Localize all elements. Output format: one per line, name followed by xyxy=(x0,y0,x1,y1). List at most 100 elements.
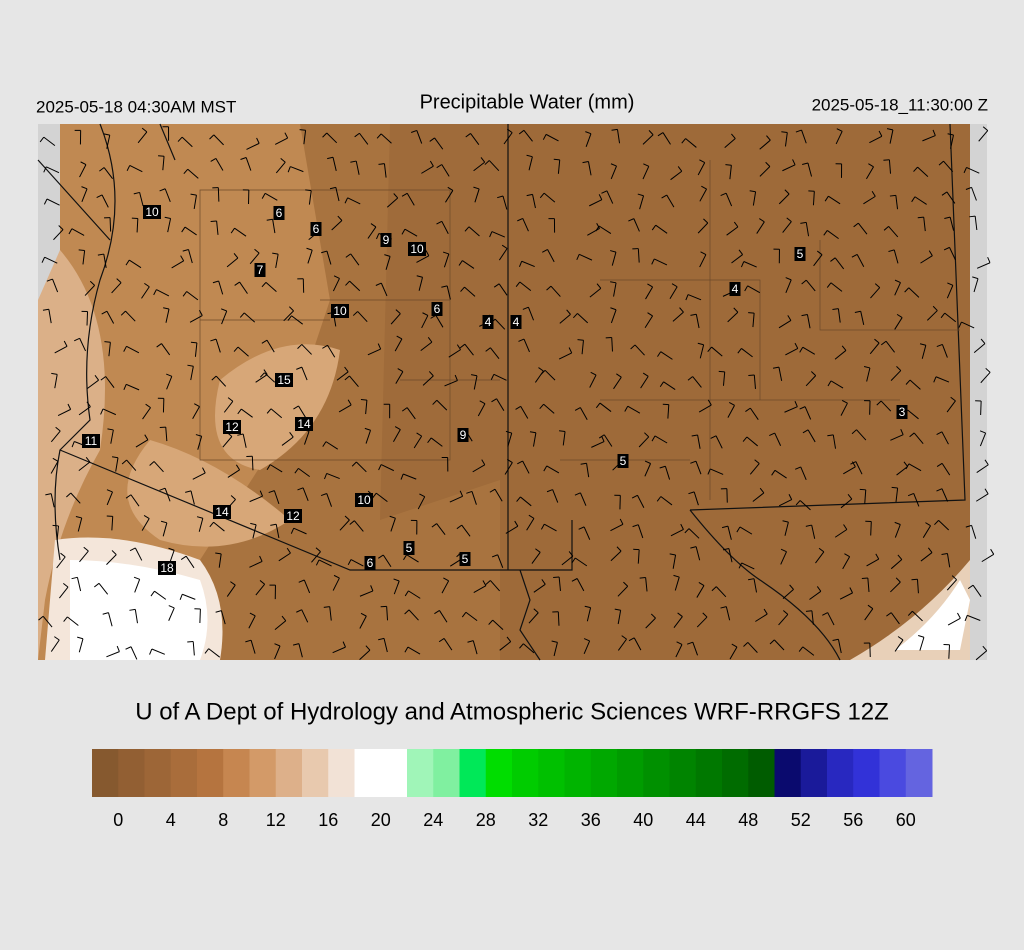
wind-barb xyxy=(710,468,724,475)
wind-barb xyxy=(167,218,172,233)
wind-barb-flag xyxy=(533,608,539,614)
wind-barb-flag xyxy=(129,547,136,552)
wind-barb-flag xyxy=(125,494,132,499)
wind-barb-flag xyxy=(874,283,881,288)
wind-barb xyxy=(332,577,340,591)
wind-barb-flag xyxy=(256,137,260,144)
colorbar-tick-label: 12 xyxy=(266,810,286,830)
colorbar-box xyxy=(433,749,460,797)
wind-barb-flag xyxy=(71,441,75,448)
wind-barb-flag xyxy=(933,376,937,383)
wind-barb xyxy=(598,225,612,234)
wind-barb xyxy=(912,610,923,622)
wind-barb xyxy=(111,516,114,531)
wind-barb xyxy=(697,222,709,234)
wind-barb-flag xyxy=(230,227,235,234)
wind-barb xyxy=(805,279,816,292)
wind-barb xyxy=(909,379,921,390)
colorbar: 0 4 8 12 16 20 24 28 32 36 40 44 48 52 56 60 xyxy=(92,749,933,830)
wind-barb-flag xyxy=(936,462,943,468)
wind-barb-flag xyxy=(43,198,48,205)
wind-barb-flag xyxy=(66,492,72,498)
wind-barb-flag xyxy=(886,612,892,617)
wind-barb-flag xyxy=(681,138,686,144)
wind-barb-flag xyxy=(543,465,548,472)
wind-barb xyxy=(298,467,310,478)
wind-barb-flag xyxy=(490,374,495,380)
wind-barb xyxy=(673,616,683,629)
wind-barb xyxy=(812,191,815,206)
wind-barb xyxy=(67,616,79,626)
wind-barb xyxy=(134,609,138,624)
moist-area xyxy=(38,124,330,660)
wind-barb-flag xyxy=(514,520,519,527)
colorbar-tick-label: 48 xyxy=(738,810,758,830)
wind-barb xyxy=(165,427,168,442)
wind-barb xyxy=(520,496,532,507)
wind-barb xyxy=(50,493,55,508)
wind-barb-flag xyxy=(394,426,401,430)
wind-barb xyxy=(162,156,165,171)
wind-barb-flag xyxy=(195,434,202,437)
wind-barb-flag xyxy=(559,430,566,433)
wind-barb-flag xyxy=(370,223,377,228)
wind-barb-flag xyxy=(190,193,197,196)
wind-barb xyxy=(420,341,433,351)
wind-barb-flag xyxy=(574,407,581,411)
wind-barb xyxy=(699,188,708,202)
wind-barb xyxy=(617,585,629,597)
wind-barb-flag xyxy=(333,574,340,579)
wind-barb-flag xyxy=(266,408,272,414)
wind-barb xyxy=(355,160,360,175)
wind-barb-flag xyxy=(721,525,729,529)
wind-barb xyxy=(303,579,311,594)
wind-barb xyxy=(489,347,500,360)
wind-barb xyxy=(519,281,532,292)
wind-barb-flag xyxy=(938,160,944,166)
wind-barb xyxy=(785,279,792,293)
wind-barb-flag xyxy=(805,524,812,527)
wind-barb xyxy=(645,617,656,629)
wind-barb-flag xyxy=(395,309,401,315)
wind-barb-flag xyxy=(928,250,933,256)
wind-barb-flag xyxy=(889,194,896,197)
wind-barb-flag xyxy=(690,313,697,316)
wind-barb-flag xyxy=(720,606,727,609)
wind-barb xyxy=(54,345,68,354)
wind-barb xyxy=(670,170,683,181)
wind-barb xyxy=(880,400,892,412)
wind-barb xyxy=(291,315,303,325)
wind-barb-flag xyxy=(121,459,127,465)
wind-barb-flag xyxy=(347,399,352,406)
wind-barb-flag xyxy=(185,490,192,493)
wind-barb xyxy=(866,166,874,180)
wind-barb-flag xyxy=(707,346,712,352)
wind-barb-flag xyxy=(327,156,334,160)
wind-barb-flag xyxy=(196,516,203,519)
wind-barb xyxy=(329,606,332,621)
wind-barb xyxy=(759,166,771,177)
wind-barb-flag xyxy=(143,515,150,519)
wind-barb-flag xyxy=(522,306,529,310)
wind-barb-flag xyxy=(651,224,657,231)
wind-barb-flag xyxy=(425,250,430,257)
wind-barb xyxy=(920,552,933,562)
wind-barb xyxy=(443,638,453,651)
wind-barb-flag xyxy=(73,337,80,342)
wind-barb-flag xyxy=(731,643,738,648)
wind-barb xyxy=(802,346,816,355)
wind-barb xyxy=(561,555,574,566)
wind-barb xyxy=(199,609,201,624)
wind-barb-flag xyxy=(541,579,546,585)
wind-barb xyxy=(108,612,113,627)
wind-barb xyxy=(255,583,266,596)
colorbar-box xyxy=(144,749,172,797)
wind-barb xyxy=(800,466,807,481)
wind-barb xyxy=(184,226,197,236)
wind-barb xyxy=(778,320,792,329)
wind-barb xyxy=(304,431,310,445)
wind-barb-flag xyxy=(345,253,351,258)
wind-barb-flag xyxy=(284,132,289,139)
wind-barb-flag xyxy=(99,167,105,172)
wind-barb xyxy=(888,159,892,174)
